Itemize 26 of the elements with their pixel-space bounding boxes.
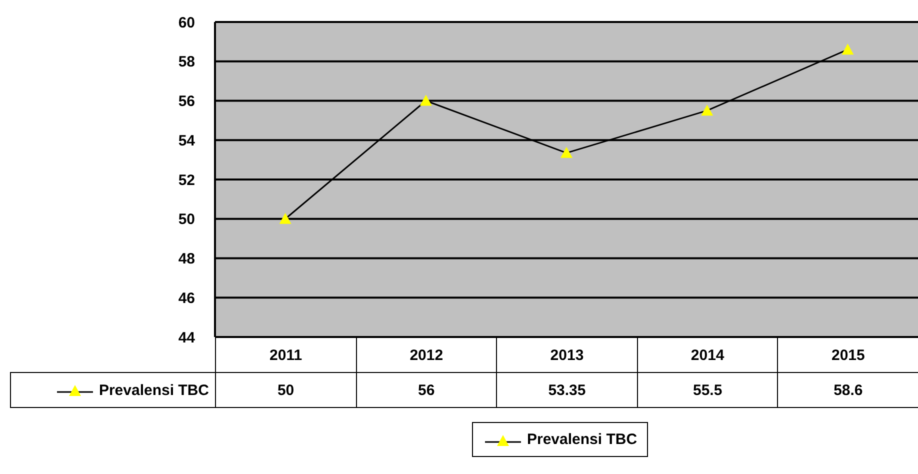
x-tick-label: 2011 xyxy=(215,337,357,373)
y-tick-label: 56 xyxy=(178,93,195,110)
point xyxy=(420,94,432,106)
y-tick-label: 54 xyxy=(178,132,196,150)
point xyxy=(701,104,714,116)
y-tick-label: 52 xyxy=(178,172,195,189)
x-tick-label: 2012 xyxy=(356,337,498,373)
x-tick-label: 2013 xyxy=(496,337,638,373)
point xyxy=(560,146,572,158)
legend-label: Prevalensi TBC xyxy=(98,382,209,398)
x-tick-label: 2015 xyxy=(777,337,918,373)
y-tick-label: 50 xyxy=(178,211,195,228)
data-label: 53.35 xyxy=(496,372,638,408)
point xyxy=(842,44,854,55)
y-tick-label: 48 xyxy=(178,250,195,268)
x-tick-label: 2014 xyxy=(636,337,778,373)
data-label: 50 xyxy=(215,372,357,408)
data-label: 58.6 xyxy=(777,372,918,408)
data-label: 56 xyxy=(356,372,498,408)
y-tick-label: 46 xyxy=(178,290,195,307)
y-tick-label: 44 xyxy=(178,329,196,346)
data-label: 55.5 xyxy=(636,372,778,408)
text: Prevalensi TBC xyxy=(527,431,638,448)
y-tick-label: 58 xyxy=(178,54,195,71)
point xyxy=(279,212,292,224)
y-tick-label: 60 xyxy=(178,14,195,32)
